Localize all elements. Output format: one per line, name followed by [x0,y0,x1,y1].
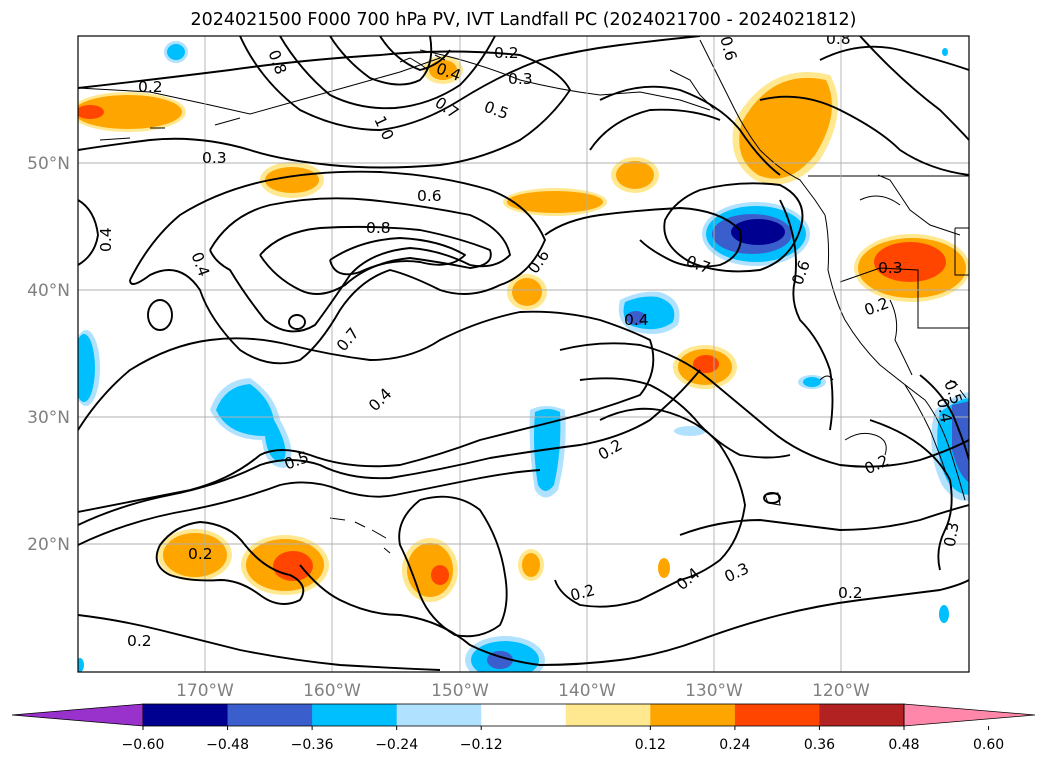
colorbar-segment [481,704,567,726]
map-frame [77,35,970,673]
colorbar-ticks: −0.60 −0.48 −0.36 −0.24 −0.12 0.12 0.24 0.36 0.4… [122,726,1004,753]
pv-contours [78,36,969,671]
colorbar-segment [396,704,482,726]
colorbar-segments [11,703,1036,727]
contour-label: 0.8 [826,30,851,48]
map-panel: 0.2 0.3 0.8 1.0 0.4 0.7 0.5 0.6 0.6 0.2 … [78,30,969,672]
contour-label: 0.3 [878,259,903,277]
lon-label-120w: 120°W [812,681,870,701]
colorbar-segment [565,704,651,726]
map-title: 2024021500 F000 700 hPa PV, IVT Landfall… [190,10,857,30]
colorbar-segment [227,704,313,726]
lat-label-50n: 50°N [27,154,70,174]
colorbar-tick-label: 0.36 [804,737,835,753]
colorbar-tick-label: 0.60 [973,737,1004,753]
colorbar-tick-label: 0.48 [888,737,919,753]
lat-label-30n: 30°N [27,408,70,428]
colorbar-tick-label: −0.12 [460,737,503,753]
colorbar-segment [312,704,398,726]
contour-label: 0.6 [417,187,442,205]
latitude-labels: 50°N 40°N 30°N 20°N [27,154,70,555]
contour-label: 0.4 [933,397,955,424]
colorbar-extend-high [903,703,1036,727]
contour-label: 0.4 [97,227,115,252]
colorbar-tick-label: −0.48 [206,737,249,753]
contour-label: 0.2 [838,584,863,602]
lon-label-160w: 160°W [303,681,361,701]
lat-label-40n: 40°N [27,281,70,301]
colorbar-tick-label: −0.60 [122,737,165,753]
contour-label: 0.2 [127,632,152,650]
colorbar-tick-label: −0.24 [375,737,418,753]
contour-label: 0.3 [508,70,533,88]
contour-label: 0.2 [188,545,213,563]
graticule [78,36,969,672]
colorbar-tick-label: −0.36 [291,737,334,753]
longitude-labels: 170°W 160°W 150°W 140°W 130°W 120°W [176,681,870,701]
lon-label-140w: 140°W [558,681,616,701]
contour-label: 0.6 [716,34,740,62]
lon-label-170w: 170°W [176,681,234,701]
colorbar-segment [143,704,229,726]
colorbar-outline [142,703,905,727]
colorbar-segment [819,704,905,726]
lon-label-130w: 130°W [685,681,743,701]
contour-label: 0.3 [941,521,963,548]
colorbar-segment [734,704,820,726]
colorbar: −0.60 −0.48 −0.36 −0.24 −0.12 0.12 0.24 0.36 0.4… [11,703,1036,753]
colorbar-tick-label: 0.12 [635,737,666,753]
contour-label: 0.8 [366,219,391,237]
contour-label: 0.2 [568,581,596,605]
contour-label: 0.4 [624,311,649,329]
contour-label: 0.2 [138,78,163,96]
contour-label: 0.2 [494,44,519,62]
colorbar-extend-low [11,703,144,727]
contour-label: 0.3 [202,149,227,167]
lon-label-150w: 150°W [431,681,489,701]
positive-anomaly-shading [78,56,969,602]
colorbar-tick-label: 0.24 [719,737,750,753]
lat-label-20n: 20°N [27,535,70,555]
colorbar-segment [650,704,736,726]
contour-labels: 0.2 0.3 0.8 1.0 0.4 0.7 0.5 0.6 0.6 0.2 … [97,30,966,650]
